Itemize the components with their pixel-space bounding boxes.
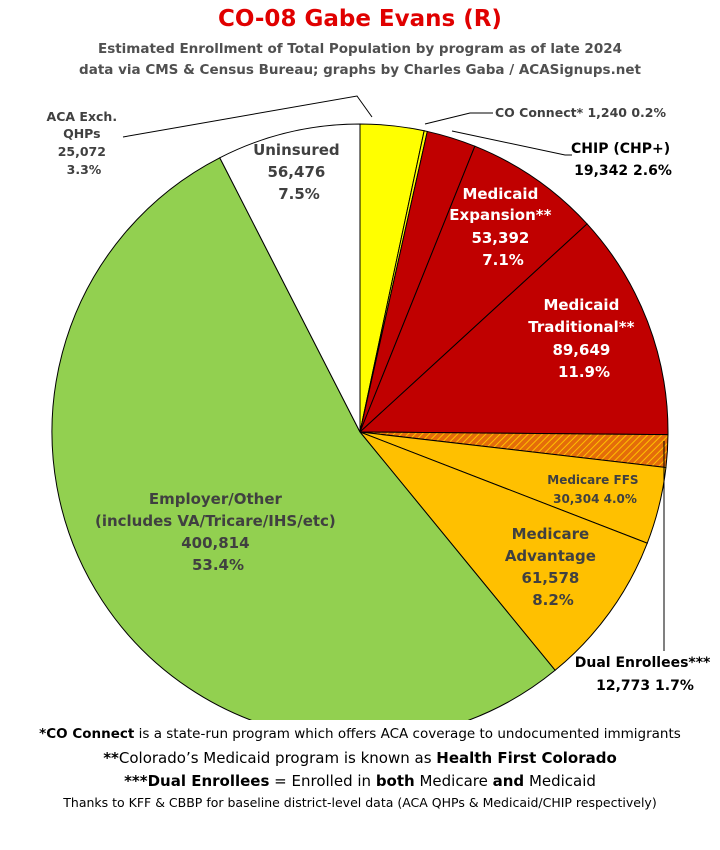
svg-text:Medicaid Traditional**: Medicaid Traditional** 89,649 11.9%: [528, 296, 639, 381]
label-advantage-value: 61,578: [521, 569, 579, 587]
label-traditional-line2: Traditional**: [528, 318, 634, 336]
svg-text:CHIP (CHP+) 19,342 2.6%: CHIP (CHP+) 19,342 2.6%: [571, 141, 675, 179]
svg-text:Employer/Other (includes V: Employer/Other (includes VA/Tricare/IHS/…: [95, 490, 341, 574]
chart-subtitle-line1: Estimated Enrollment of Total Population…: [97, 41, 623, 57]
footnote-dual-both: both: [375, 772, 415, 790]
footnote-dual: ***Dual Enrollees = Enrolled in both Med…: [0, 772, 720, 790]
label-ffs-value: 30,304 4.0%: [553, 492, 637, 506]
svg-text:Medicaid Expansion** 5: Medicaid Expansion** 53,392 7.1%: [449, 185, 556, 269]
leader-line-coconnect: [424, 112, 493, 125]
pie-slice-medicaid-expansion: [359, 145, 588, 433]
footnote-co-connect: *CO Connect is a state-run program which…: [0, 726, 720, 742]
pie-slice-employer-other-includes-va-tricare-ihs-etc: [51, 157, 556, 720]
label-employer-line1: Employer/Other: [149, 490, 283, 508]
label-chip-value: 19,342 2.6%: [574, 163, 672, 179]
label-traditional-value: 89,649: [552, 341, 610, 359]
footnote-dual-text3: Medicaid: [524, 772, 596, 790]
label-expansion-percent: 7.1%: [482, 251, 524, 269]
footnote-dual-text2: Medicare: [414, 772, 493, 790]
label-traditional-percent: 11.9%: [558, 363, 610, 381]
pie-chart: ACA Exch. QHPs 25,072 3.3% CO Connect* 1…: [47, 95, 716, 720]
pie-slices: [51, 123, 669, 720]
footnote-co-connect-term: *CO Connect: [39, 726, 135, 742]
leader-lines: [122, 95, 665, 651]
label-uninsured-percent: 7.5%: [278, 185, 320, 203]
label-ffs-name: Medicare FFS: [547, 473, 638, 487]
label-uninsured-name: Uninsured: [253, 141, 340, 159]
svg-text:Dual Enrollees*** 12,773 1: Dual Enrollees*** 12,773 1.7%: [575, 655, 716, 694]
label-dual-name: Dual Enrollees***: [575, 655, 711, 671]
svg-text:Medicare Advantage 61,: Medicare Advantage 61,578 8.2%: [505, 525, 601, 609]
label-aca-value: 25,072: [58, 144, 106, 159]
leader-line-chip: [451, 130, 572, 156]
label-uninsured-value: 56,476: [267, 163, 325, 181]
label-chip-name: CHIP (CHP+): [571, 141, 670, 157]
footnote-dual-term: ***Dual Enrollees: [124, 772, 270, 790]
label-traditional-line1: Medicaid: [543, 296, 619, 314]
label-employer-percent: 53.4%: [192, 556, 244, 574]
label-expansion-value: 53,392: [471, 229, 529, 247]
label-expansion-line2: Expansion**: [449, 206, 551, 224]
pie-slice-medicaid-traditional: [358, 223, 669, 436]
leader-line-aca: [122, 95, 373, 138]
chart-title: CO-08 Gabe Evans (R): [218, 6, 502, 32]
svg-text:Uninsured 56,476 7.5%: Uninsured 56,476 7.5%: [253, 141, 345, 203]
label-coconnect: CO Connect* 1,240 0.2%: [495, 105, 666, 120]
footnote-medicaid-text: Colorado’s Medicaid program is known as: [118, 749, 437, 767]
label-aca-line1: ACA Exch.: [47, 109, 118, 124]
pie-slice-uninsured: [219, 123, 361, 433]
label-dual-value: 12,773 1.7%: [596, 678, 694, 694]
footnote-medicaid: **Colorado’s Medicaid program is known a…: [0, 749, 720, 767]
label-employer-value: 400,814: [181, 534, 249, 552]
svg-text:ACA Exch. QHPs 25,072: ACA Exch. QHPs 25,072 3.3%: [47, 109, 122, 177]
label-aca-percent: 3.3%: [67, 162, 102, 177]
svg-text:Medicare FFS 30,304 4.0%: Medicare FFS 30,304 4.0%: [547, 473, 642, 506]
label-advantage-line2: Advantage: [505, 547, 596, 565]
footnote-co-connect-text: is a state-run program which offers ACA …: [134, 726, 681, 742]
label-advantage-percent: 8.2%: [532, 591, 574, 609]
footnote-dual-text1: = Enrolled in: [269, 772, 376, 790]
footnote-medicaid-program: Health First Colorado: [436, 749, 617, 767]
chart-subtitle-line2: data via CMS & Census Bureau; graphs by …: [79, 62, 641, 78]
pie-slice-medicare-advantage: [358, 430, 648, 672]
label-aca-line2: QHPs: [63, 126, 100, 141]
footnote-dual-and: and: [492, 772, 525, 790]
footnote-medicaid-marker: **: [103, 749, 119, 767]
label-employer-line2: (includes VA/Tricare/IHS/etc): [95, 512, 336, 530]
footnote-sources: Thanks to KFF & CBBP for baseline distri…: [63, 795, 657, 810]
label-expansion-line1: Medicaid: [462, 185, 538, 203]
label-advantage-line1: Medicare: [512, 525, 590, 543]
